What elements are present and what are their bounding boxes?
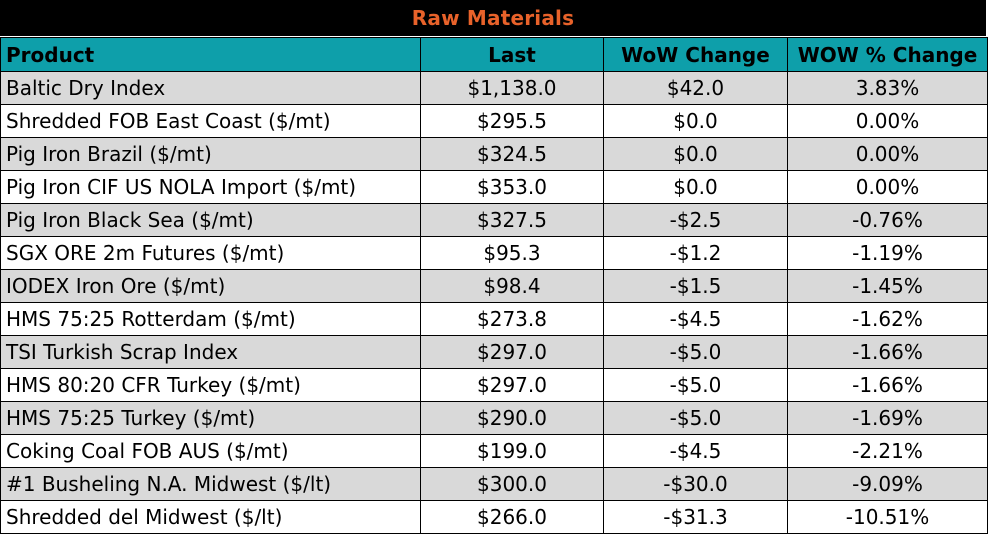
wow-change-cell: $0.0	[603, 104, 788, 138]
product-cell: Pig Iron Brazil ($/mt)	[0, 137, 421, 171]
wow-pct-change-cell: -1.19%	[787, 236, 988, 270]
wow-change-cell: -$31.3	[603, 500, 788, 534]
table-row: HMS 75:25 Rotterdam ($/mt) $273.8 -$4.5 -1.…	[0, 302, 988, 336]
table-row: Coking Coal FOB AUS ($/mt) $199.0 -$4.5 -2.…	[0, 434, 988, 468]
table-row: HMS 80:20 CFR Turkey ($/mt) $297.0 -$5.0 -1…	[0, 368, 988, 402]
last-price-cell: $297.0	[420, 335, 604, 369]
wow-pct-change-cell: -2.21%	[787, 434, 988, 468]
last-price-cell: $95.3	[420, 236, 604, 270]
column-header-wow-pct-change: WOW % Change	[787, 37, 988, 72]
table-row: Shredded del Midwest ($/lt) $266.0 -$31.3-…	[0, 500, 988, 534]
last-price-cell: $327.5	[420, 203, 604, 237]
wow-pct-change-cell: 0.00%	[787, 104, 988, 138]
column-header-product: Product	[0, 37, 421, 72]
product-cell: TSI Turkish Scrap Index	[0, 335, 421, 369]
table-body: Baltic Dry Index $1,138.0 $42.0 3.83% Shredd…	[0, 71, 988, 534]
wow-change-cell: -$2.5	[603, 203, 788, 237]
wow-pct-change-cell: -1.69%	[787, 401, 988, 435]
table-row: Pig Iron Brazil ($/mt) $324.5 $0.0 0.00%	[0, 137, 988, 171]
table-row: IODEX Iron Ore ($/mt) $98.4 -$1.5 -1.45%	[0, 269, 988, 303]
raw-materials-table: Product Last WoW Change WOW % Change Bal…	[0, 37, 988, 534]
product-cell: Shredded FOB East Coast ($/mt)	[0, 104, 421, 138]
wow-change-cell: -$1.5	[603, 269, 788, 303]
wow-pct-change-cell: -1.62%	[787, 302, 988, 336]
wow-change-cell: $0.0	[603, 137, 788, 171]
wow-change-cell: -$4.5	[603, 302, 788, 336]
last-price-cell: $297.0	[420, 368, 604, 402]
wow-pct-change-cell: 0.00%	[787, 137, 988, 171]
wow-change-cell: $42.0	[603, 71, 788, 105]
table-header: Product Last WoW Change WOW % Change	[0, 37, 988, 72]
product-cell: Shredded del Midwest ($/lt)	[0, 500, 421, 534]
last-price-cell: $290.0	[420, 401, 604, 435]
last-price-cell: $300.0	[420, 467, 604, 501]
last-price-cell: $1,138.0	[420, 71, 604, 105]
table-row: TSI Turkish Scrap Index $297.0 -$5.0 -1.66%	[0, 335, 988, 369]
last-price-cell: $353.0	[420, 170, 604, 204]
product-cell: IODEX Iron Ore ($/mt)	[0, 269, 421, 303]
wow-pct-change-cell: -1.45%	[787, 269, 988, 303]
wow-change-cell: -$5.0	[603, 368, 788, 402]
wow-change-cell: -$30.0	[603, 467, 788, 501]
product-cell: #1 Busheling N.A. Midwest ($/lt)	[0, 467, 421, 501]
wow-change-cell: -$1.2	[603, 236, 788, 270]
product-cell: Pig Iron Black Sea ($/mt)	[0, 203, 421, 237]
table-row: Baltic Dry Index $1,138.0 $42.0 3.83%	[0, 71, 988, 105]
last-price-cell: $295.5	[420, 104, 604, 138]
wow-pct-change-cell: -1.66%	[787, 368, 988, 402]
wow-pct-change-cell: -1.66%	[787, 335, 988, 369]
table-row: Pig Iron CIF US NOLA Import ($/mt) $353.0…	[0, 170, 988, 204]
last-price-cell: $273.8	[420, 302, 604, 336]
wow-pct-change-cell: 3.83%	[787, 71, 988, 105]
product-cell: HMS 75:25 Turkey ($/mt)	[0, 401, 421, 435]
table-row: HMS 75:25 Turkey ($/mt) $290.0 -$5.0 -1.69%	[0, 401, 988, 435]
last-price-cell: $98.4	[420, 269, 604, 303]
product-cell: HMS 80:20 CFR Turkey ($/mt)	[0, 368, 421, 402]
wow-change-cell: -$5.0	[603, 401, 788, 435]
product-cell: Baltic Dry Index	[0, 71, 421, 105]
last-price-cell: $199.0	[420, 434, 604, 468]
table-row: Pig Iron Black Sea ($/mt) $327.5 -$2.5 -0.7…	[0, 203, 988, 237]
wow-pct-change-cell: -9.09%	[787, 467, 988, 501]
product-cell: Coking Coal FOB AUS ($/mt)	[0, 434, 421, 468]
wow-pct-change-cell: -0.76%	[787, 203, 988, 237]
wow-pct-change-cell: -10.51%	[787, 500, 988, 534]
wow-pct-change-cell: 0.00%	[787, 170, 988, 204]
wow-change-cell: $0.0	[603, 170, 788, 204]
product-cell: HMS 75:25 Rotterdam ($/mt)	[0, 302, 421, 336]
table-row: Shredded FOB East Coast ($/mt) $295.5 $0.0…	[0, 104, 988, 138]
table-row: SGX ORE 2m Futures ($/mt) $95.3 -$1.2 -1.19…	[0, 236, 988, 270]
product-cell: SGX ORE 2m Futures ($/mt)	[0, 236, 421, 270]
wow-change-cell: -$5.0	[603, 335, 788, 369]
product-cell: Pig Iron CIF US NOLA Import ($/mt)	[0, 170, 421, 204]
last-price-cell: $324.5	[420, 137, 604, 171]
wow-change-cell: -$4.5	[603, 434, 788, 468]
table-title: Raw Materials	[0, 0, 986, 36]
header-row: Product Last WoW Change WOW % Change	[0, 37, 988, 72]
column-header-last: Last	[420, 37, 604, 72]
last-price-cell: $266.0	[420, 500, 604, 534]
column-header-wow-change: WoW Change	[603, 37, 788, 72]
table-row: #1 Busheling N.A. Midwest ($/lt) $300.0 -$…	[0, 467, 988, 501]
